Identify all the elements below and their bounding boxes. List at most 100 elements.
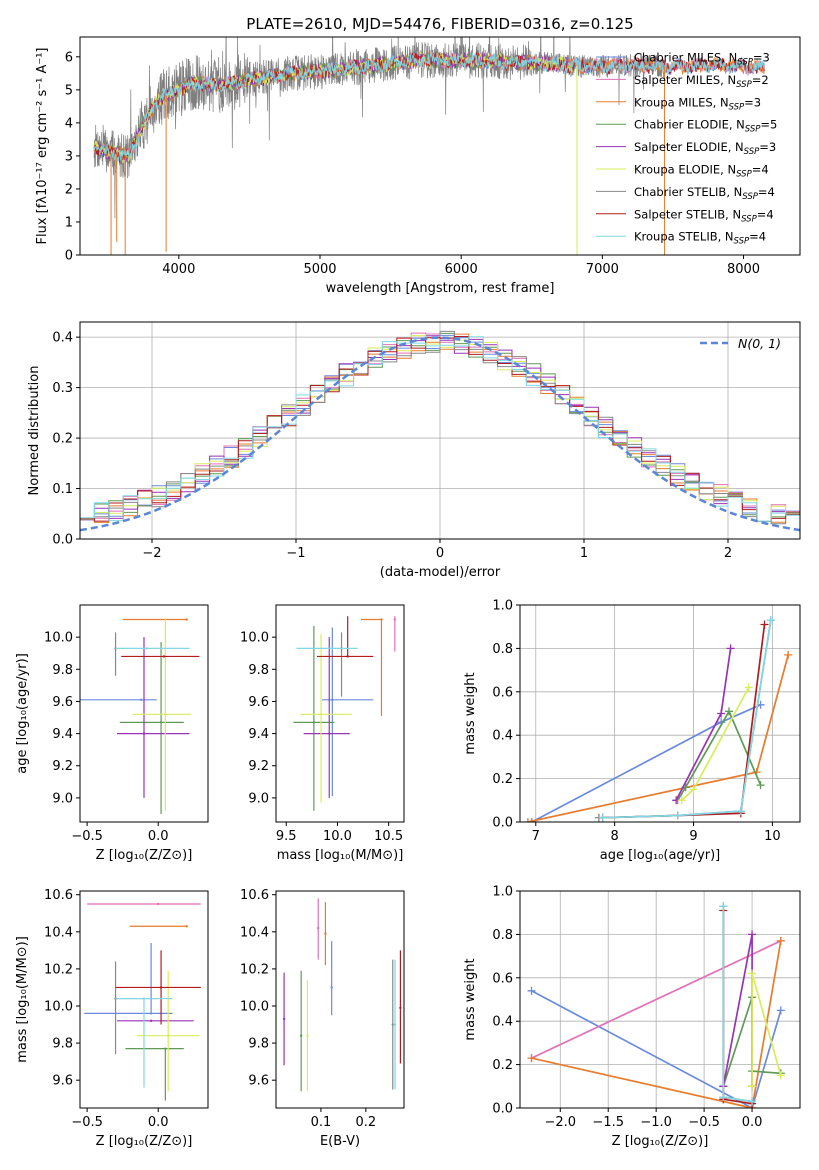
legend-label: Chabrier ELODIE, NSSP=5 xyxy=(634,118,777,135)
data-point xyxy=(162,655,166,658)
model-spectrum-kroupa_stelib xyxy=(93,52,765,163)
y-tick-label: 0.4 xyxy=(492,1015,513,1030)
data-point xyxy=(328,732,331,735)
errorbar-point-salpeter_miles xyxy=(317,898,320,960)
y-tick-label: 10.6 xyxy=(240,888,269,903)
y-tick-label: 9.6 xyxy=(52,695,73,710)
y-axis-label: mass [log₁₀(M/M⊙)] xyxy=(15,936,30,1063)
x-tick-label: 7000 xyxy=(586,262,619,277)
x-tick-label: −0.5 xyxy=(688,1115,720,1130)
y-axis-label: age [log₁₀(age/yr)] xyxy=(15,653,30,774)
x-axis-label: mass [log₁₀(M/M⊙)] xyxy=(277,848,404,863)
y-tick-label: 0 xyxy=(65,249,73,264)
y-axis-label: mass weight xyxy=(463,672,478,754)
x-tick-label: 10.0 xyxy=(323,829,352,844)
data-point xyxy=(399,1006,402,1010)
histogram-plot-area xyxy=(80,330,800,532)
y-tick-label: 10.4 xyxy=(44,925,73,940)
y-tick-label: 4 xyxy=(65,116,73,131)
errorbar-point-kroupa_elodie xyxy=(136,970,200,1092)
y-tick-label: 0.6 xyxy=(492,685,513,700)
legend-label-main: Chabrier MILES, N xyxy=(634,51,737,65)
data-point xyxy=(319,713,323,716)
legend-label-sub: SSP xyxy=(742,192,758,202)
legend-label: Kroupa STELIB, NSSP=4 xyxy=(634,230,766,247)
legend-label-sub: SSP xyxy=(744,147,760,157)
data-point xyxy=(331,647,334,650)
x-axis-label: wavelength [Angstrom, rest frame] xyxy=(326,281,555,296)
errorbar-point-kroupa_stelib xyxy=(115,997,173,1088)
data-point xyxy=(185,618,188,621)
data-point xyxy=(282,1017,286,1021)
data-point xyxy=(145,647,149,650)
histogram-chabrier_stelib xyxy=(80,330,800,525)
data-marker xyxy=(689,785,698,794)
y-tick-label: 0.0 xyxy=(492,816,513,831)
data-marker xyxy=(748,930,757,939)
y-tick-label: 9.8 xyxy=(52,663,73,678)
y-tick-label: 10.0 xyxy=(240,631,269,646)
data-marker xyxy=(598,813,607,822)
x-tick-label: 0 xyxy=(436,546,444,561)
legend-label: Salpeter ELODIE, NSSP=3 xyxy=(634,140,776,157)
errorbar-plot-area xyxy=(84,902,201,1101)
x-tick-label: 4000 xyxy=(162,262,195,277)
axes-frame xyxy=(79,890,209,1109)
legend-label-tail: =5 xyxy=(760,118,777,132)
errorbar-point-kroupa_elodie xyxy=(306,980,309,1092)
y-tick-label: 9.8 xyxy=(52,1037,73,1052)
x-tick-label: −2 xyxy=(142,546,161,561)
errorbar-point-chabrier_elodie xyxy=(293,625,335,811)
data-marker xyxy=(719,1093,728,1102)
series-line-chabrier_miles xyxy=(531,704,761,822)
data-marker xyxy=(719,902,728,911)
data-marker xyxy=(736,807,745,816)
gaussian-reference-curve xyxy=(80,336,800,532)
legend-label: Kroupa MILES, NSSP=3 xyxy=(634,95,761,112)
data-point xyxy=(324,932,327,935)
y-tick-label: 9.4 xyxy=(248,727,269,742)
series-plot-area xyxy=(523,616,793,822)
legend-label: N(0, 1) xyxy=(738,336,781,351)
y-tick-label: 6 xyxy=(65,50,73,65)
errorbar-point-chabrier_stelib xyxy=(340,632,343,697)
errorbar-point-chabrier_stelib xyxy=(114,632,117,676)
data-point xyxy=(149,1019,153,1023)
y-tick-label: 3 xyxy=(65,149,73,164)
data-marker xyxy=(717,709,726,718)
y-tick-label: 2 xyxy=(65,182,73,197)
x-axis-label: Z [log₁₀(Z/Z⊙)] xyxy=(96,1134,193,1149)
y-tick-label: 9.0 xyxy=(248,791,269,806)
y-axis-label: Flux [fλ10⁻¹⁷ erg cm⁻² s⁻¹ A⁻¹] xyxy=(35,48,50,245)
x-axis-label: (data-model)/error xyxy=(380,565,501,580)
x-axis-label: age [log₁₀(age/yr)] xyxy=(600,848,721,863)
errorbar-point-kroupa_miles xyxy=(360,618,383,716)
data-point xyxy=(159,721,163,724)
data-marker xyxy=(744,683,753,692)
x-tick-label: 0.0 xyxy=(148,829,169,844)
y-tick-label: 0.3 xyxy=(52,381,73,396)
y-tick-label: 0.0 xyxy=(492,1102,513,1117)
legend-label-tail: =4 xyxy=(757,207,774,221)
legend-label-sub: SSP xyxy=(745,125,761,135)
errorbar-point-salpeter_elodie xyxy=(116,1019,194,1023)
legend-label-main: Chabrier STELIB, N xyxy=(634,185,742,199)
y-tick-label: 9.4 xyxy=(52,727,73,742)
data-marker xyxy=(756,781,765,790)
y-tick-label: 10.2 xyxy=(44,962,73,977)
y-tick-label: 10.0 xyxy=(240,999,269,1014)
errorbar-plot-area xyxy=(80,617,200,814)
data-marker xyxy=(726,644,735,653)
data-marker xyxy=(725,707,734,716)
legend-label-sub: SSP xyxy=(734,237,750,247)
errorbar-point-salpeter_elodie xyxy=(303,637,350,798)
legend-label-tail: =4 xyxy=(749,230,766,244)
y-tick-label: 9.6 xyxy=(248,1074,269,1089)
data-point xyxy=(149,1012,153,1015)
errorbar-plot-area xyxy=(293,616,396,811)
data-point xyxy=(380,618,383,621)
spectrum-plot-area xyxy=(93,37,765,255)
y-axis-label: Normed distribution xyxy=(27,366,42,496)
data-point xyxy=(166,1034,170,1037)
data-marker xyxy=(677,796,686,805)
